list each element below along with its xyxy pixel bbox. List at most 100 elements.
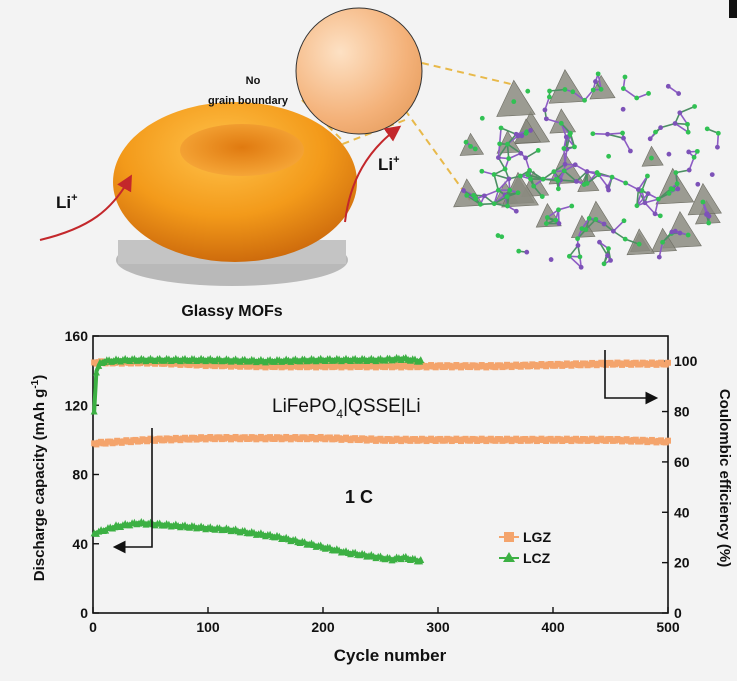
atom bbox=[606, 154, 611, 159]
atom bbox=[478, 202, 483, 207]
atom bbox=[692, 155, 697, 160]
atom bbox=[636, 187, 641, 192]
y-right-tick-label: 60 bbox=[674, 454, 690, 470]
atom bbox=[505, 204, 510, 209]
atom bbox=[667, 152, 672, 157]
atom bbox=[657, 255, 662, 260]
atom bbox=[645, 174, 650, 179]
atom bbox=[628, 149, 633, 154]
legend: LGZ LCZ bbox=[499, 529, 551, 566]
y-right-tick-label: 100 bbox=[674, 353, 698, 369]
atom bbox=[715, 145, 720, 150]
atom bbox=[568, 131, 573, 136]
y-axis-left-label: Discharge capacity (mAh g-1) bbox=[30, 375, 48, 581]
atom bbox=[570, 89, 575, 94]
indicator-arrow-right bbox=[605, 350, 655, 398]
atom bbox=[511, 99, 516, 104]
atom bbox=[686, 150, 691, 155]
atom bbox=[531, 184, 536, 189]
atom bbox=[497, 141, 502, 146]
atom bbox=[461, 188, 466, 193]
ion-label-left: Li+ bbox=[56, 192, 78, 212]
atom bbox=[499, 126, 504, 131]
atom bbox=[547, 89, 552, 94]
y-left-tick-label: 40 bbox=[72, 536, 88, 552]
atom bbox=[572, 144, 577, 149]
atom bbox=[675, 187, 680, 192]
atom bbox=[676, 91, 681, 96]
lgz-capacity-point bbox=[665, 438, 671, 444]
data-marks bbox=[91, 354, 671, 565]
atom bbox=[678, 231, 683, 236]
atom bbox=[621, 136, 626, 141]
atom bbox=[551, 169, 556, 174]
atom bbox=[593, 217, 598, 222]
lcz-efficiency-point bbox=[91, 408, 98, 415]
atom bbox=[492, 172, 497, 177]
atom bbox=[473, 147, 478, 152]
atom bbox=[528, 128, 533, 133]
atom bbox=[524, 250, 529, 255]
atom bbox=[574, 179, 579, 184]
bond bbox=[494, 175, 498, 191]
rate-label: 1 C bbox=[345, 487, 373, 507]
atom bbox=[563, 162, 568, 167]
atom bbox=[622, 218, 627, 223]
atom bbox=[605, 253, 610, 258]
atom bbox=[562, 168, 567, 173]
atom bbox=[492, 201, 497, 206]
atom bbox=[673, 170, 678, 175]
metal-tetrahedron bbox=[497, 80, 535, 116]
callout-line1: No bbox=[246, 75, 261, 87]
mof-molecular-structure bbox=[454, 70, 722, 270]
atom bbox=[705, 126, 710, 131]
atom bbox=[561, 146, 566, 151]
atom bbox=[480, 116, 485, 121]
atom bbox=[496, 188, 501, 193]
atom bbox=[523, 155, 528, 160]
atom bbox=[596, 172, 601, 177]
y-left-tick-label: 80 bbox=[72, 467, 88, 483]
atom bbox=[505, 142, 510, 147]
atom bbox=[620, 131, 625, 136]
atom bbox=[685, 122, 690, 127]
atom bbox=[656, 197, 661, 202]
atom bbox=[564, 135, 569, 140]
chart-title: LiFePO4|QSSE|Li bbox=[272, 396, 421, 421]
atom bbox=[602, 222, 607, 227]
y-right-tick-label: 0 bbox=[674, 605, 682, 621]
lgz-efficiency-point bbox=[665, 360, 671, 366]
atom bbox=[608, 258, 613, 263]
atom bbox=[596, 71, 601, 76]
atom bbox=[525, 89, 530, 94]
atom bbox=[623, 75, 628, 80]
x-tick-label: 300 bbox=[426, 619, 450, 635]
x-tick-label: 200 bbox=[311, 619, 335, 635]
atom bbox=[621, 107, 626, 112]
atom bbox=[580, 226, 585, 231]
atom bbox=[610, 175, 615, 180]
atom bbox=[506, 176, 511, 181]
atom bbox=[545, 215, 550, 220]
atom bbox=[496, 155, 501, 160]
atom bbox=[464, 193, 469, 198]
plot-frame bbox=[93, 336, 668, 613]
atom bbox=[549, 257, 554, 262]
atom bbox=[556, 178, 561, 183]
bond bbox=[623, 89, 636, 98]
atom bbox=[716, 131, 721, 136]
bond bbox=[680, 106, 695, 112]
atom bbox=[606, 246, 611, 251]
atom bbox=[573, 162, 578, 167]
atom bbox=[706, 221, 711, 226]
atom bbox=[553, 218, 558, 223]
atom bbox=[669, 186, 674, 191]
atom bbox=[518, 151, 523, 156]
atom bbox=[705, 211, 710, 216]
atom bbox=[635, 203, 640, 208]
atom bbox=[686, 233, 691, 238]
atom bbox=[605, 132, 610, 137]
zoom-sphere bbox=[296, 8, 422, 134]
